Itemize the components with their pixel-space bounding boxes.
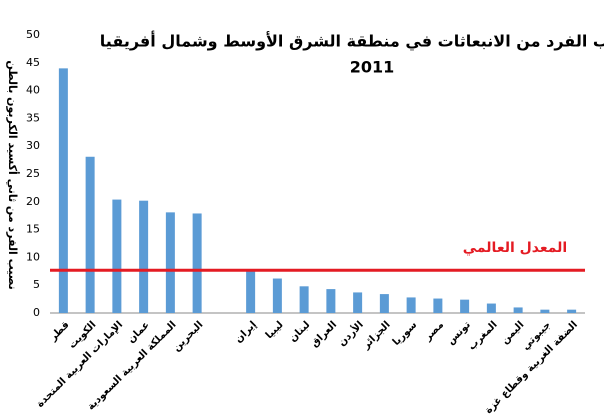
bar — [192, 213, 202, 313]
bar — [406, 297, 416, 313]
x-tick-label: العراق — [309, 319, 339, 349]
x-tick-label: المغرب — [467, 319, 500, 352]
y-tick-label: 25 — [26, 167, 40, 180]
x-tick-label: لبنان — [287, 319, 312, 344]
y-tick-label: 45 — [26, 56, 40, 69]
y-tick-label: 5 — [33, 278, 40, 291]
y-tick-label: 20 — [26, 195, 40, 208]
chart-title: نصيب الفرد من الانبعاثات في منطقة الشرق … — [100, 31, 604, 52]
bar — [326, 289, 336, 313]
bar — [246, 270, 256, 313]
y-tick-label: 0 — [33, 306, 40, 319]
x-tick-label: ليبيا — [264, 319, 286, 341]
y-tick-label: 10 — [26, 250, 40, 263]
y-tick-label: 40 — [26, 84, 40, 97]
y-tick-label: 35 — [26, 111, 40, 124]
bar — [379, 294, 389, 313]
x-tick-label: إيران — [233, 319, 259, 345]
bar — [85, 156, 95, 313]
y-tick-label: 30 — [26, 139, 40, 152]
bar — [165, 212, 175, 313]
bar — [272, 278, 282, 313]
bar — [513, 307, 523, 313]
x-tick-label: سوريا — [391, 319, 420, 348]
bar — [58, 68, 68, 313]
reference-label: المعدل العالمي — [463, 240, 567, 256]
bar — [460, 299, 470, 313]
x-tick-label: مصر — [422, 319, 446, 343]
bar — [540, 309, 550, 313]
chart-subtitle: 2011 — [350, 58, 395, 77]
y-tick-label: 50 — [26, 28, 40, 41]
bar — [433, 298, 443, 313]
bar — [112, 199, 122, 313]
bar — [567, 309, 577, 313]
x-tick-label: قطر — [47, 319, 71, 343]
bar — [486, 303, 496, 313]
bar — [299, 286, 309, 313]
y-tick-label: 15 — [26, 223, 40, 236]
y-axis-label: نصيب الفرد من ثاني أكسيد الكربون بالطن — [6, 60, 20, 289]
x-tick-label: الجزائر — [360, 319, 393, 352]
bar — [353, 292, 363, 313]
bar — [139, 200, 149, 313]
x-tick-label: البحرين — [171, 319, 205, 353]
